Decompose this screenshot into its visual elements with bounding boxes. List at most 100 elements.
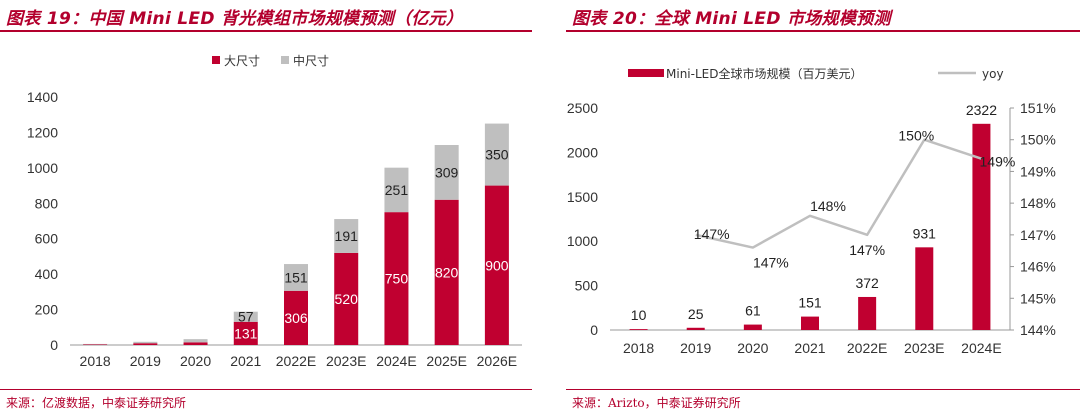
y-tick-label: 1400 <box>27 89 58 105</box>
bar-market-size <box>915 247 934 330</box>
y-tick-label: 800 <box>35 195 59 211</box>
y-left-tick-label: 2500 <box>567 100 598 116</box>
bar-market-size <box>801 316 819 330</box>
data-label-large: 131 <box>234 325 258 341</box>
bar-medium <box>83 343 108 345</box>
left-chart-title: 图表 19：中国 Mini LED 背光模组市场规模预测（亿元） <box>6 9 464 29</box>
data-label-yoy: 148% <box>810 198 846 214</box>
left-source-rule <box>0 389 532 390</box>
x-tick-label: 2019 <box>680 340 711 356</box>
x-tick-label: 2020 <box>737 340 768 356</box>
data-label-large: 820 <box>435 264 459 280</box>
data-label-market-size: 931 <box>913 225 937 241</box>
bar-medium <box>133 341 158 344</box>
x-tick-label: 2019 <box>130 353 161 369</box>
y-tick-label: 600 <box>35 231 59 247</box>
y-right-tick-label: 147% <box>1020 227 1056 243</box>
y-left-tick-label: 500 <box>575 278 599 294</box>
y-right-tick-label: 146% <box>1020 259 1056 275</box>
legend-label-medium: 中尺寸 <box>293 53 329 68</box>
x-tick-label: 2020 <box>180 353 211 369</box>
x-tick-label: 2018 <box>623 340 654 356</box>
data-label-medium: 57 <box>238 309 254 325</box>
bar-medium <box>183 339 208 343</box>
x-tick-label: 2022E <box>847 340 887 356</box>
y-tick-label: 1000 <box>27 160 58 176</box>
y-tick-label: 200 <box>35 302 59 318</box>
left-chart-svg: 大尺寸 中尺寸 0 200 400 600 800 1000 1200 1400 2018 2019 2… <box>27 53 522 369</box>
left-chart-panel: 图表 19：中国 Mini LED 背光模组市场规模预测（亿元） 大尺寸 中尺寸 0… <box>0 0 532 417</box>
data-label-large: 306 <box>284 310 308 326</box>
y-tick-label: 400 <box>35 266 59 282</box>
bar-medium <box>434 145 459 200</box>
y-tick-label: 1200 <box>27 124 58 140</box>
data-label-medium: 191 <box>335 228 359 244</box>
x-tick-label: 2023E <box>904 340 944 356</box>
y-left-tick-label: 1500 <box>567 189 598 205</box>
bar-market-size <box>629 329 648 330</box>
right-chart-svg: Mini-LED全球市场规模（百万美元） yoy 0 500 1000 1500 2000 2… <box>567 66 1056 356</box>
bar-large <box>434 199 459 345</box>
x-tick-label: 2024E <box>376 353 416 369</box>
left-chart-source: 来源：亿渡数据，中泰证券研究所 <box>6 396 187 410</box>
data-label-medium: 309 <box>435 164 459 180</box>
yoy-line <box>695 138 982 249</box>
bar-market-size <box>743 324 762 330</box>
y-right-tick-label: 144% <box>1020 322 1056 338</box>
bar-market-size <box>686 327 705 330</box>
data-label-yoy: 147% <box>849 242 885 258</box>
y-left-tick-label: 2000 <box>567 144 598 160</box>
bar-large <box>484 185 509 345</box>
data-label-market-size: 2322 <box>966 102 997 118</box>
x-tick-label: 2025E <box>426 353 466 369</box>
bar-large <box>384 212 409 345</box>
data-label-market-size: 151 <box>798 295 822 311</box>
bar-medium <box>233 311 258 322</box>
data-label-yoy: 149% <box>980 154 1016 170</box>
legend-label-yoy: yoy <box>982 67 1004 81</box>
y-left-tick-label: 0 <box>590 322 598 338</box>
right-source-rule <box>566 389 1080 390</box>
legend-label-large: 大尺寸 <box>224 54 260 68</box>
x-tick-label: 2018 <box>80 353 111 369</box>
data-label-medium: 350 <box>485 147 509 163</box>
x-tick-label: 2022E <box>276 353 316 369</box>
bar-large <box>133 343 158 345</box>
data-label-market-size: 10 <box>631 307 647 323</box>
x-tick-label: 2023E <box>326 353 366 369</box>
bar-market-size <box>858 296 877 330</box>
bar-large <box>284 290 308 345</box>
legend-swatch-medium <box>281 56 289 64</box>
y-right-tick-label: 148% <box>1020 195 1056 211</box>
bar-medium <box>484 123 509 186</box>
y-tick-label: 0 <box>50 337 58 353</box>
right-title-rule <box>566 30 1080 32</box>
right-chart-panel: 图表 20：全球 Mini LED 市场规模预测 Mini-LED全球市场规模（… <box>566 0 1080 417</box>
y-right-tick-label: 151% <box>1020 100 1056 116</box>
bar-large <box>183 342 208 345</box>
x-tick-label: 2021 <box>230 353 261 369</box>
bar-market-size <box>972 123 991 330</box>
y-right-tick-label: 145% <box>1020 290 1056 306</box>
legend-swatch-market-size <box>628 69 664 77</box>
data-label-market-size: 372 <box>855 275 879 291</box>
y-left-tick-label: 1000 <box>567 233 598 249</box>
x-tick-label: 2021 <box>794 340 825 356</box>
data-label-large: 900 <box>485 257 509 273</box>
data-label-medium: 151 <box>284 269 308 285</box>
y-right-tick-label: 149% <box>1020 163 1056 179</box>
bar-medium <box>384 167 409 213</box>
data-label-yoy: 147% <box>694 226 730 242</box>
data-label-yoy: 147% <box>753 255 789 271</box>
bar-medium <box>334 219 359 253</box>
x-tick-label: 2026E <box>477 353 517 369</box>
data-label-large: 750 <box>385 271 409 287</box>
x-tick-label: 2024E <box>961 340 1001 356</box>
right-chart-source: 来源：Arizto，中泰证券研究所 <box>572 396 741 410</box>
data-label-market-size: 25 <box>688 306 704 322</box>
y-right-tick-label: 150% <box>1020 132 1056 148</box>
data-label-large: 520 <box>335 291 359 307</box>
data-label-market-size: 61 <box>745 303 761 319</box>
right-chart-title: 图表 20：全球 Mini LED 市场规模预测 <box>572 9 891 29</box>
bar-large <box>83 344 108 345</box>
